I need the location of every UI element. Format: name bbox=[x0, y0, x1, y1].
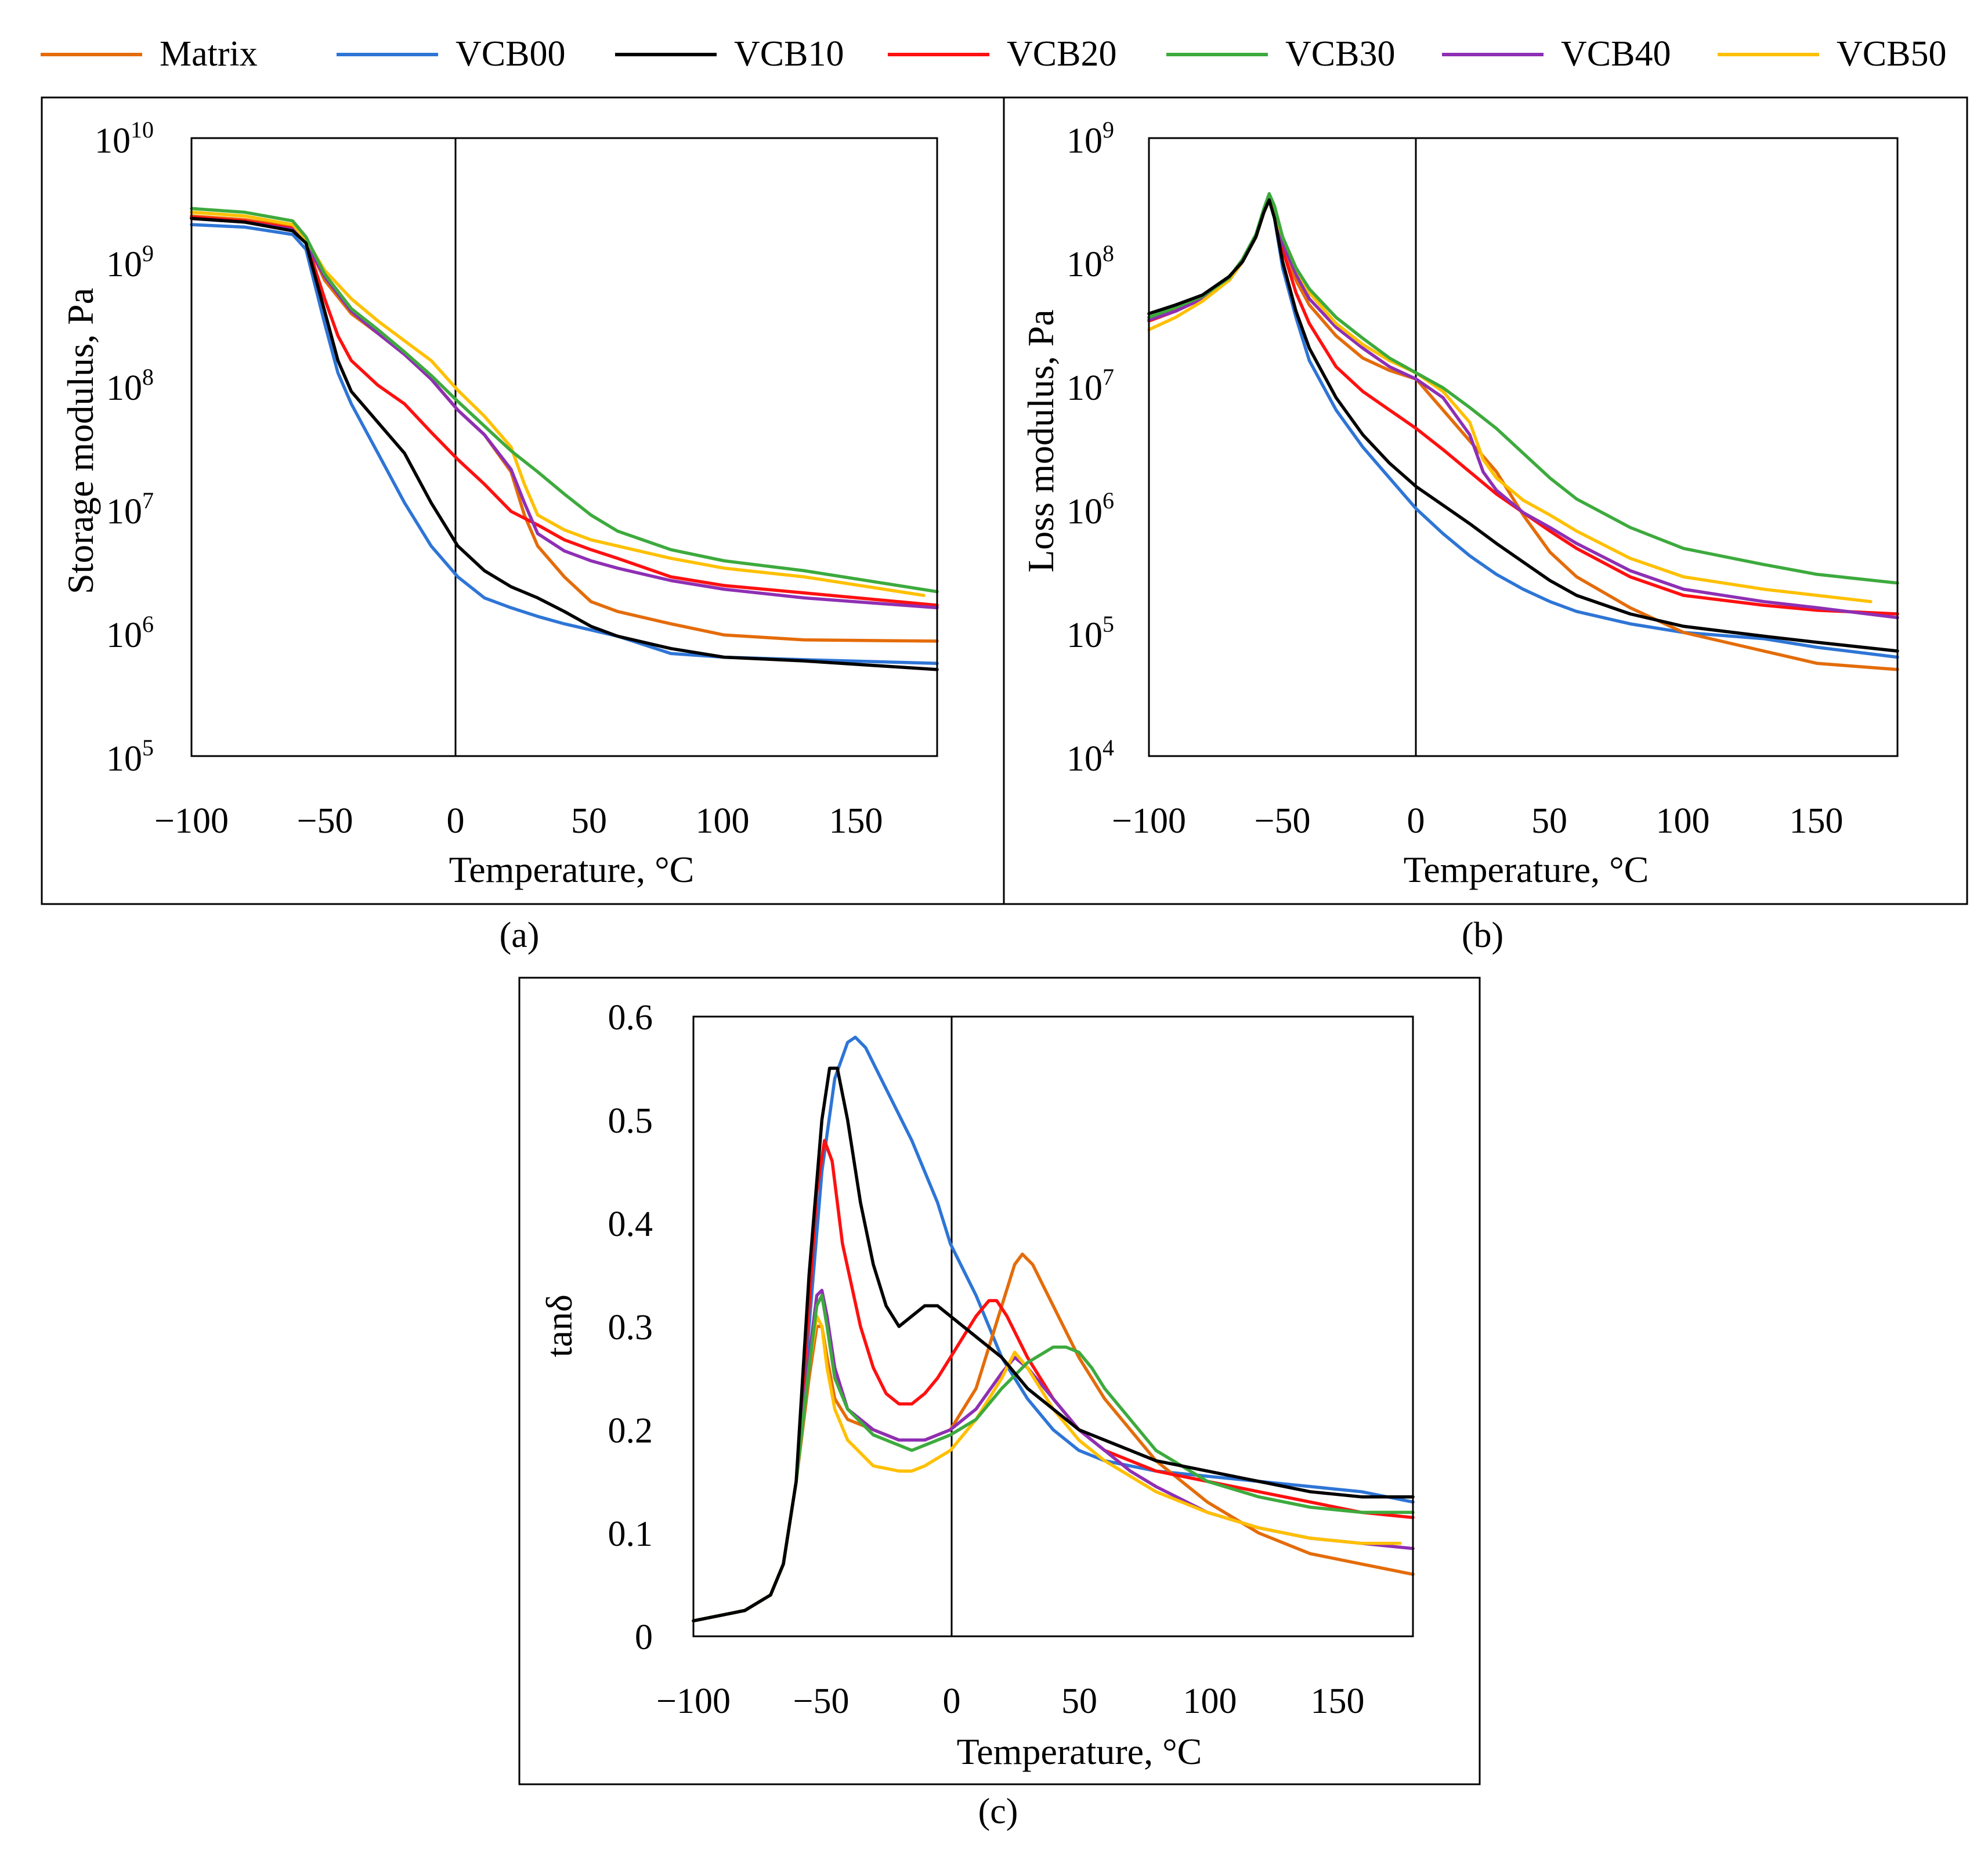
x-tick-label: −50 bbox=[1255, 801, 1311, 841]
y-tick-labels: 0 0.1 0.2 0.3 0.4 0.5 0.6 bbox=[608, 998, 653, 1657]
y-tick-label: 0.5 bbox=[608, 1101, 653, 1141]
legend-item-vcb00: VCB00 bbox=[337, 34, 565, 74]
panel-c-frame bbox=[518, 977, 1481, 1785]
x-tick-labels: −100 −50 0 50 100 150 bbox=[656, 1682, 1364, 1721]
x-tick-label: −100 bbox=[656, 1682, 731, 1721]
x-tick-labels: −100 −50 0 50 100 150 bbox=[1112, 801, 1843, 841]
y-tick-label: 0.1 bbox=[608, 1514, 653, 1554]
x-axis-label: Temperature, °C bbox=[1404, 849, 1649, 890]
y-tick-label: 108 bbox=[1067, 240, 1114, 284]
x-tick-label: −50 bbox=[297, 801, 353, 841]
series-line-vcb30 bbox=[190, 207, 939, 594]
y-tick-label: 0.6 bbox=[608, 998, 653, 1037]
y-tick-label: 109 bbox=[1067, 117, 1114, 161]
y-tick-label: 107 bbox=[106, 487, 154, 532]
y-tick-labels: 105 106 107 108 109 1010 bbox=[95, 117, 154, 779]
series-line-vcb40 bbox=[190, 216, 939, 610]
loss-modulus-chart: 104 105 106 107 108 109 −100 −50 0 50 10… bbox=[1020, 117, 1899, 955]
legend-label-vcb20: VCB20 bbox=[1007, 34, 1116, 74]
x-tick-label: 0 bbox=[447, 801, 465, 841]
y-tick-label: 105 bbox=[106, 735, 154, 779]
y-tick-labels: 104 105 106 107 108 109 bbox=[1067, 117, 1114, 779]
series-line-vcb10 bbox=[1147, 198, 1899, 653]
y-tick-label: 108 bbox=[106, 364, 154, 408]
y-axis-label: tanδ bbox=[538, 1295, 580, 1357]
series-group bbox=[190, 207, 939, 671]
tan-delta-chart: 0 0.1 0.2 0.3 0.4 0.5 0.6 −100 −50 0 50 … bbox=[538, 998, 1415, 1831]
x-tick-label: −100 bbox=[154, 801, 229, 841]
y-axis-label: Storage modulus, Pa bbox=[60, 288, 101, 594]
y-tick-label: 105 bbox=[1067, 611, 1114, 655]
series-group bbox=[1147, 192, 1899, 671]
panel-caption: (b) bbox=[1462, 916, 1503, 955]
y-tick-label: 104 bbox=[1067, 735, 1114, 779]
panel-b-frame bbox=[1003, 96, 1968, 905]
series-line-vcb10 bbox=[692, 1067, 1415, 1623]
y-tick-label: 0.4 bbox=[608, 1205, 653, 1244]
series-line-vcb30 bbox=[692, 1293, 1415, 1623]
plot-area bbox=[190, 137, 938, 757]
x-tick-label: 0 bbox=[943, 1682, 961, 1721]
y-tick-label: 106 bbox=[1067, 487, 1114, 532]
x-tick-label: 150 bbox=[1311, 1682, 1365, 1721]
x-tick-label: 50 bbox=[1061, 1682, 1097, 1721]
legend-item-vcb40: VCB40 bbox=[1442, 34, 1671, 74]
x-tick-label: 50 bbox=[571, 801, 607, 841]
series-line-vcb10 bbox=[190, 216, 939, 671]
legend-item-vcb20: VCB20 bbox=[888, 34, 1116, 74]
x-tick-label: 100 bbox=[1183, 1682, 1237, 1721]
y-tick-label: 0.2 bbox=[608, 1411, 653, 1451]
x-axis-label: Temperature, °C bbox=[449, 849, 695, 890]
series-group bbox=[692, 1035, 1415, 1623]
legend-label-vcb30: VCB30 bbox=[1285, 34, 1395, 74]
legend-label-vcb10: VCB10 bbox=[734, 34, 844, 74]
series-line-vcb20 bbox=[692, 1138, 1415, 1623]
y-tick-label: 1010 bbox=[95, 117, 154, 161]
x-tick-label: −100 bbox=[1112, 801, 1186, 841]
legend-label-vcb50: VCB50 bbox=[1837, 34, 1946, 74]
storage-modulus-chart: 105 106 107 108 109 1010 −100 −50 0 50 1… bbox=[60, 117, 939, 955]
y-tick-label: 106 bbox=[106, 611, 154, 655]
legend-item-vcb50: VCB50 bbox=[1718, 34, 1946, 74]
series-line-vcb00 bbox=[190, 223, 939, 666]
y-tick-label: 0 bbox=[635, 1618, 653, 1657]
plot-area bbox=[692, 1015, 1414, 1637]
y-axis-label: Loss modulus, Pa bbox=[1020, 309, 1061, 572]
legend-label-vcb40: VCB40 bbox=[1561, 34, 1671, 74]
legend-item-vcb10: VCB10 bbox=[615, 34, 844, 74]
y-tick-label: 0.3 bbox=[608, 1308, 653, 1347]
y-tick-label: 107 bbox=[1067, 364, 1114, 408]
panel-caption: (c) bbox=[978, 1792, 1018, 1831]
x-tick-label: 150 bbox=[829, 801, 883, 841]
x-tick-label: 0 bbox=[1407, 801, 1425, 841]
legend-item-vcb30: VCB30 bbox=[1166, 34, 1395, 74]
x-tick-label: 100 bbox=[696, 801, 750, 841]
panel-caption: (a) bbox=[500, 916, 540, 955]
legend-label-vcb00: VCB00 bbox=[456, 34, 565, 74]
x-tick-labels: −100 −50 0 50 100 150 bbox=[154, 801, 883, 841]
legend: Matrix VCB00 VCB10 VCB20 VCB30 VCB40 VCB… bbox=[41, 34, 1946, 74]
legend-label-matrix: Matrix bbox=[160, 34, 258, 74]
y-tick-label: 109 bbox=[106, 240, 154, 284]
x-tick-label: −50 bbox=[793, 1682, 850, 1721]
x-axis-label: Temperature, °C bbox=[957, 1731, 1202, 1772]
x-tick-label: 50 bbox=[1531, 801, 1567, 841]
x-tick-label: 150 bbox=[1790, 801, 1844, 841]
x-tick-label: 100 bbox=[1656, 801, 1710, 841]
plot-area bbox=[1148, 137, 1899, 757]
legend-item-matrix: Matrix bbox=[41, 34, 258, 74]
